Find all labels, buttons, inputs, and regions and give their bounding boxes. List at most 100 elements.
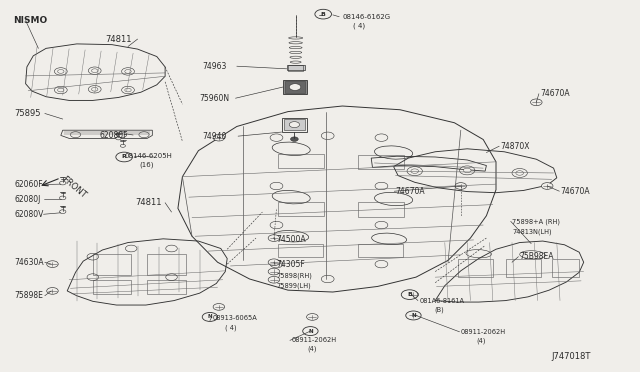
Bar [358,155,404,169]
Circle shape [116,152,132,162]
Circle shape [47,261,58,267]
Text: 74670A: 74670A [561,187,590,196]
Bar [288,65,303,71]
Text: B: B [407,292,412,297]
Text: 74870X: 74870X [500,142,530,151]
Text: NISMO: NISMO [13,16,47,25]
Text: (B): (B) [434,306,444,313]
Text: (4): (4) [307,346,317,352]
Text: 75898+A (RH): 75898+A (RH) [512,218,560,225]
Circle shape [531,99,542,106]
Text: 08911-2062H: 08911-2062H [461,329,506,335]
Text: R: R [122,154,127,160]
Text: 62060F: 62060F [14,180,43,189]
Text: 62080J: 62080J [14,195,40,203]
Bar [278,154,324,168]
Text: 74305F: 74305F [276,260,305,269]
Circle shape [116,137,121,140]
Circle shape [406,311,421,320]
Bar [358,244,403,257]
Bar [284,119,305,130]
Bar [358,202,404,217]
Text: 74500A: 74500A [276,235,306,244]
Circle shape [268,259,280,266]
Bar [93,254,131,275]
Circle shape [60,196,66,200]
Text: 74813N(LH): 74813N(LH) [512,228,552,235]
Text: 62080F: 62080F [99,131,128,140]
Bar [506,259,541,277]
Circle shape [213,304,225,310]
Text: 62080V: 62080V [14,210,44,219]
Text: ( 4): ( 4) [225,324,237,331]
Bar [93,280,131,294]
Circle shape [516,171,524,175]
Circle shape [455,183,467,189]
Bar [278,202,324,216]
Circle shape [202,312,218,321]
Circle shape [307,314,318,320]
Circle shape [47,288,58,294]
Circle shape [92,69,98,73]
Text: 74811: 74811 [136,198,162,207]
Bar [285,81,305,93]
Circle shape [268,235,280,241]
Circle shape [268,268,280,275]
Text: N: N [207,314,212,320]
Bar [282,118,307,132]
Text: 74940: 74940 [202,132,227,141]
Circle shape [268,276,280,283]
Circle shape [320,12,330,18]
Text: 75895: 75895 [14,109,40,118]
Circle shape [289,84,301,90]
Text: 74963: 74963 [202,62,227,71]
Circle shape [407,291,419,298]
Text: ( 4): ( 4) [353,22,365,29]
Circle shape [125,70,131,73]
Circle shape [411,169,419,173]
Circle shape [407,312,419,319]
Circle shape [125,88,131,92]
Text: 081A6-8161A: 081A6-8161A [419,298,464,304]
Circle shape [58,88,64,92]
Text: 75899(LH): 75899(LH) [276,282,311,289]
Circle shape [303,327,318,336]
Circle shape [541,183,553,189]
Text: B: B [321,12,326,17]
Circle shape [58,70,64,73]
Circle shape [289,122,300,128]
Circle shape [60,181,66,185]
Text: (16): (16) [140,161,154,168]
Text: J747018T: J747018T [552,352,591,361]
Text: 75B98EA: 75B98EA [520,252,554,261]
Bar [147,254,186,275]
Bar [147,280,186,294]
Text: 74811: 74811 [106,35,132,44]
Bar [552,259,579,277]
Text: 08911-2062H: 08911-2062H [291,337,337,343]
Bar [458,259,493,277]
Bar [278,244,323,257]
Text: 08146-6205H: 08146-6205H [125,153,173,159]
Text: 75898(RH): 75898(RH) [276,273,312,279]
Circle shape [463,168,471,173]
Circle shape [401,290,418,299]
Text: FRONT: FRONT [60,175,88,201]
Text: N: N [411,313,416,318]
Text: 75960N: 75960N [200,94,230,103]
Circle shape [213,134,225,141]
Circle shape [291,137,298,141]
Text: 75898E: 75898E [14,291,43,300]
Circle shape [92,87,98,91]
Text: 74670A: 74670A [396,187,425,196]
Text: 74630A: 74630A [14,258,44,267]
Text: 08913-6065A: 08913-6065A [212,315,257,321]
Circle shape [120,144,125,147]
Text: (4): (4) [477,337,486,344]
Text: N: N [308,328,313,334]
Circle shape [315,9,332,19]
Circle shape [60,210,66,214]
Bar [287,65,305,70]
Text: 08146-6162G: 08146-6162G [342,14,390,20]
Text: 74670A: 74670A [541,89,570,98]
